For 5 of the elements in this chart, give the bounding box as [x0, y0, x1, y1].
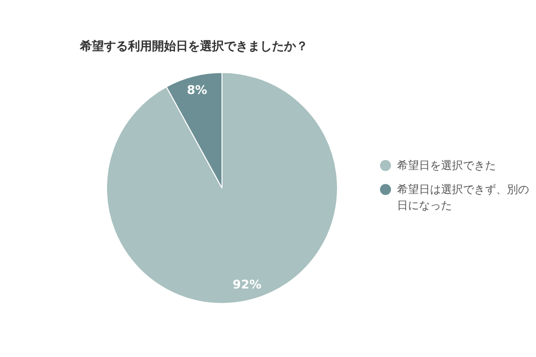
legend-label: 希望日は選択できず、別の日になった	[397, 182, 530, 214]
data-label: 8%	[186, 82, 208, 97]
data-label: 92%	[232, 277, 262, 292]
chart-title: 希望する利用開始日を選択できましたか？	[80, 38, 308, 55]
legend-label: 希望日を選択できた	[397, 158, 496, 174]
